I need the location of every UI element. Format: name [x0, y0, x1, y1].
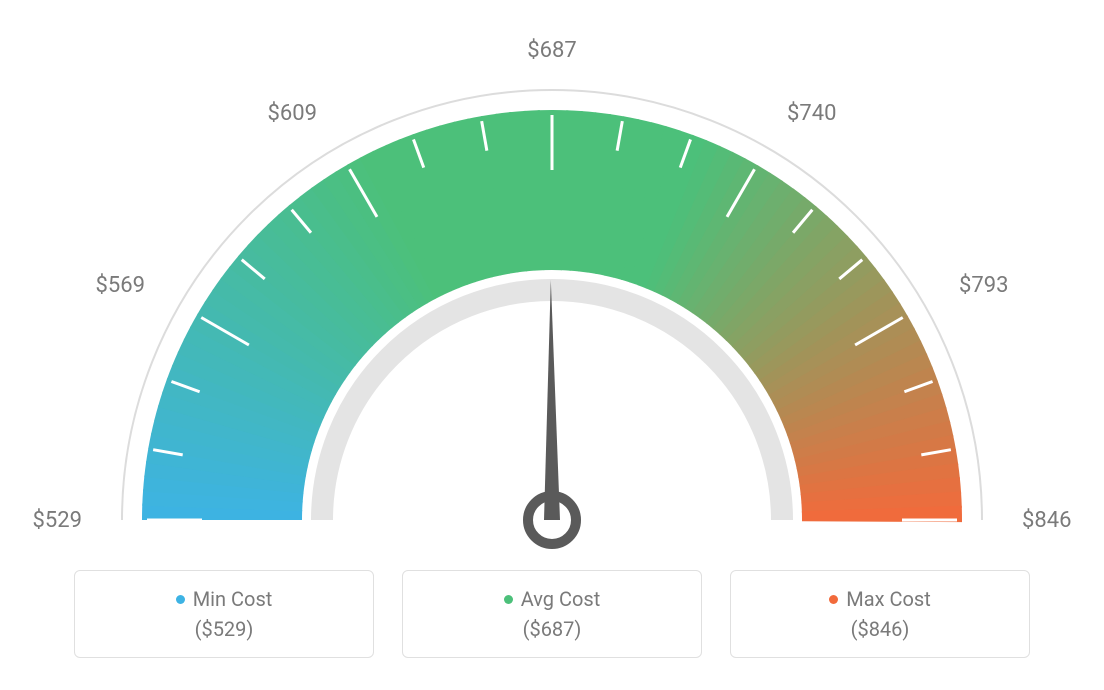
tick-label: $846 [1022, 508, 1071, 533]
tick-label: $609 [268, 101, 317, 126]
legend-min-label: Min Cost [97, 587, 351, 611]
legend-max-box: Max Cost ($846) [730, 570, 1030, 658]
legend-min-box: Min Cost ($529) [74, 570, 374, 658]
tick-label: $529 [33, 508, 82, 533]
legend-max-value: ($846) [753, 617, 1007, 641]
legend-avg-box: Avg Cost ($687) [402, 570, 702, 658]
legend-avg-value: ($687) [425, 617, 679, 641]
gauge-svg: $529 $569 $609 $687 $740 $793 $846 [32, 20, 1072, 560]
cost-gauge-container: $529 $569 $609 $687 $740 $793 $846 Min Cost ($… [0, 0, 1104, 690]
legend-max-text: Max Cost [846, 587, 931, 611]
needle [544, 280, 560, 520]
legend-min-value: ($529) [97, 617, 351, 641]
tick-label: $793 [959, 273, 1008, 298]
legend-max-dot [829, 595, 838, 604]
tick-label: $740 [787, 101, 836, 126]
legend-max-label: Max Cost [753, 587, 1007, 611]
gauge-chart: $529 $569 $609 $687 $740 $793 $846 [20, 20, 1084, 560]
legend-avg-dot [504, 595, 513, 604]
tick-label: $687 [527, 38, 576, 63]
legend-min-text: Min Cost [193, 587, 273, 611]
legend-avg-label: Avg Cost [425, 587, 679, 611]
tick-label: $569 [95, 273, 144, 298]
legend-row: Min Cost ($529) Avg Cost ($687) Max Cost… [20, 570, 1084, 658]
legend-avg-text: Avg Cost [521, 587, 601, 611]
legend-min-dot [176, 595, 185, 604]
